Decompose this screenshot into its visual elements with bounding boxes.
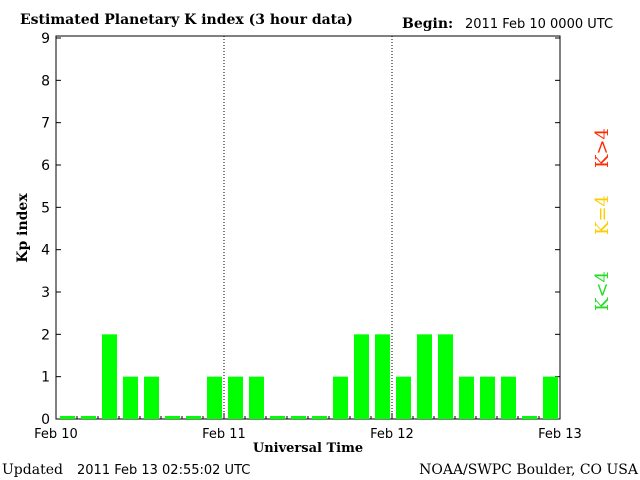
y-tick-label: 8 xyxy=(41,73,50,89)
legend-k-equal-4: K=4 xyxy=(592,195,613,235)
kp-bar xyxy=(270,416,285,419)
kp-bar xyxy=(81,416,96,419)
plot-frame xyxy=(55,35,561,420)
kp-bar xyxy=(543,376,558,419)
x-tick-label-feb-10: Feb 10 xyxy=(34,427,78,442)
y-tick-label: 4 xyxy=(41,243,50,259)
kp-bar xyxy=(186,416,201,419)
y-tick-label: 3 xyxy=(41,285,50,301)
kp-bar xyxy=(438,334,453,419)
y-axis-tick-labels: 0 1 2 3 4 5 6 7 8 9 xyxy=(41,31,50,428)
kp-bar xyxy=(123,376,138,419)
x-axis-ticks xyxy=(55,413,561,419)
kp-bar xyxy=(501,376,516,419)
kp-bar xyxy=(459,376,474,419)
y-axis-ticks xyxy=(56,37,560,420)
kp-bar xyxy=(312,416,327,419)
x-tick-label-feb-11: Feb 11 xyxy=(202,427,246,442)
credit-text: NOAA/SWPC Boulder, CO USA xyxy=(419,462,639,478)
y-axis-title: Kp index xyxy=(15,193,31,263)
y-tick-label: 7 xyxy=(41,116,50,132)
kp-bar xyxy=(60,416,75,419)
kp-bar xyxy=(144,376,159,419)
kp-bar xyxy=(354,334,369,419)
begin-value: 2011 Feb 10 0000 UTC xyxy=(465,17,613,32)
kp-bar xyxy=(207,376,222,419)
x-axis-title: Universal Time xyxy=(253,441,363,456)
kp-bar xyxy=(102,334,117,419)
kp-bar xyxy=(291,416,306,419)
begin-label: Begin: xyxy=(402,16,453,32)
legend-k-less-4: K<4 xyxy=(592,271,613,311)
x-tick-label-feb-13: Feb 13 xyxy=(538,427,582,442)
y-tick-label: 2 xyxy=(41,327,50,343)
kp-bar xyxy=(228,376,243,419)
legend-k-greater-4: K>4 xyxy=(592,128,613,168)
chart-title: Estimated Planetary K index (3 hour data… xyxy=(20,12,353,28)
y-tick-label: 9 xyxy=(41,31,50,47)
y-tick-label: 6 xyxy=(41,158,50,174)
kp-bar xyxy=(522,416,537,419)
kp-bar xyxy=(249,376,264,419)
kp-bar xyxy=(417,334,432,419)
y-tick-label: 0 xyxy=(41,412,50,428)
x-tick-label-feb-12: Feb 12 xyxy=(370,427,414,442)
kp-bar xyxy=(165,416,180,419)
kp-bar xyxy=(375,334,390,419)
kp-bar xyxy=(333,376,348,419)
kp-bars xyxy=(60,334,558,419)
y-tick-label: 5 xyxy=(41,200,50,216)
kp-bar xyxy=(480,376,495,419)
updated-value: 2011 Feb 13 02:55:02 UTC xyxy=(77,463,250,478)
kp-bar xyxy=(396,376,411,419)
y-tick-label: 1 xyxy=(41,370,50,386)
updated-label: Updated xyxy=(2,462,63,478)
